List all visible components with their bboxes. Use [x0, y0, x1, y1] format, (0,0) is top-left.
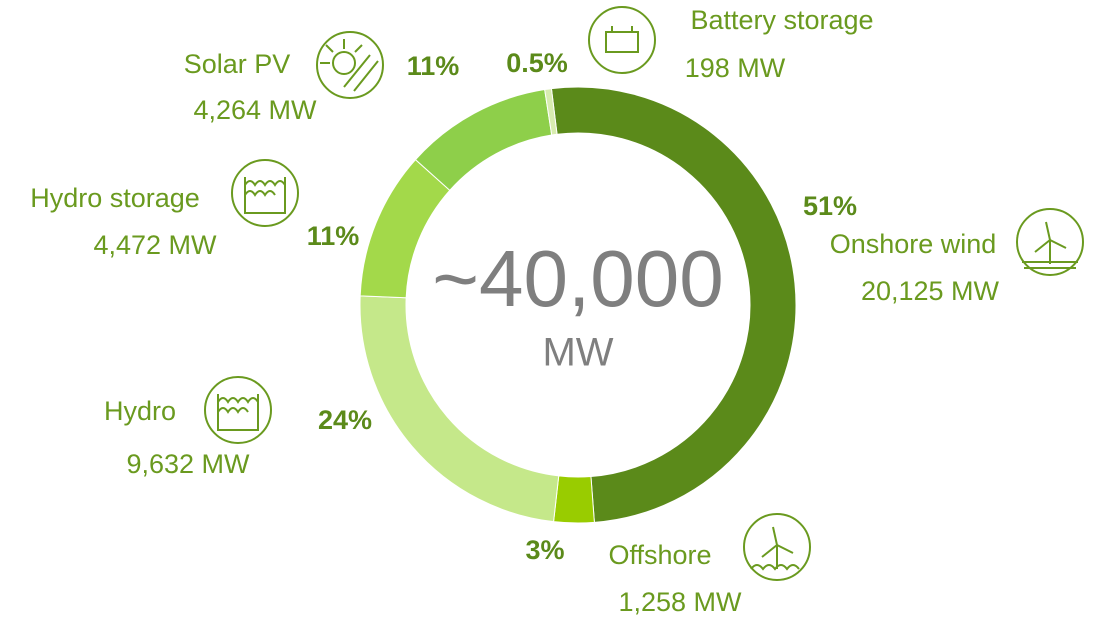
category-label: Onshore wind	[830, 229, 997, 259]
category-label: Battery storage	[690, 5, 873, 35]
donut-segment	[414, 88, 553, 192]
percent-label: 0.5%	[506, 48, 568, 78]
category-label: Hydro storage	[30, 183, 200, 213]
icon	[231, 159, 299, 227]
icon-circle	[231, 159, 299, 227]
capacity-label: 1,258 MW	[618, 587, 742, 617]
icon-ground	[750, 564, 800, 571]
center-label: ~40,000	[432, 234, 723, 323]
icon-turbine	[1034, 221, 1067, 264]
icon-circle	[588, 6, 656, 74]
category-label: Solar PV	[184, 49, 291, 79]
icon	[588, 6, 656, 74]
icon-battery	[605, 26, 639, 53]
capacity-label: 9,632 MW	[126, 449, 250, 479]
icon-circle	[1016, 208, 1084, 276]
percent-label: 3%	[525, 535, 564, 565]
icon-water	[244, 177, 286, 214]
percent-label: 11%	[407, 51, 460, 81]
icon-circle	[743, 513, 811, 581]
percent-label: 11%	[307, 221, 360, 251]
capacity-label: 4,264 MW	[193, 95, 317, 125]
donut-segment	[550, 86, 797, 523]
icon-panel	[320, 39, 379, 92]
icon	[204, 376, 272, 444]
percent-label: 24%	[318, 405, 372, 435]
category-label: Hydro	[104, 396, 176, 426]
icon	[743, 513, 811, 581]
donut-segment	[544, 88, 558, 136]
center-unit: MW	[542, 331, 613, 375]
category-label: Offshore	[608, 540, 711, 570]
donut-segment	[359, 295, 560, 523]
icon	[316, 31, 384, 99]
icon-circle	[204, 376, 272, 444]
percent-label: 51%	[803, 191, 857, 221]
icon-sun	[332, 51, 356, 75]
donut-segment	[553, 475, 595, 524]
icon-turbine	[761, 526, 794, 569]
capacity-label: 20,125 MW	[861, 276, 1000, 306]
capacity-label: 4,472 MW	[93, 230, 217, 260]
icon-water	[217, 394, 259, 431]
icon	[1016, 208, 1084, 276]
capacity-label: 198 MW	[685, 53, 786, 83]
icon-ground	[1022, 261, 1078, 269]
icon-circle	[316, 31, 384, 99]
